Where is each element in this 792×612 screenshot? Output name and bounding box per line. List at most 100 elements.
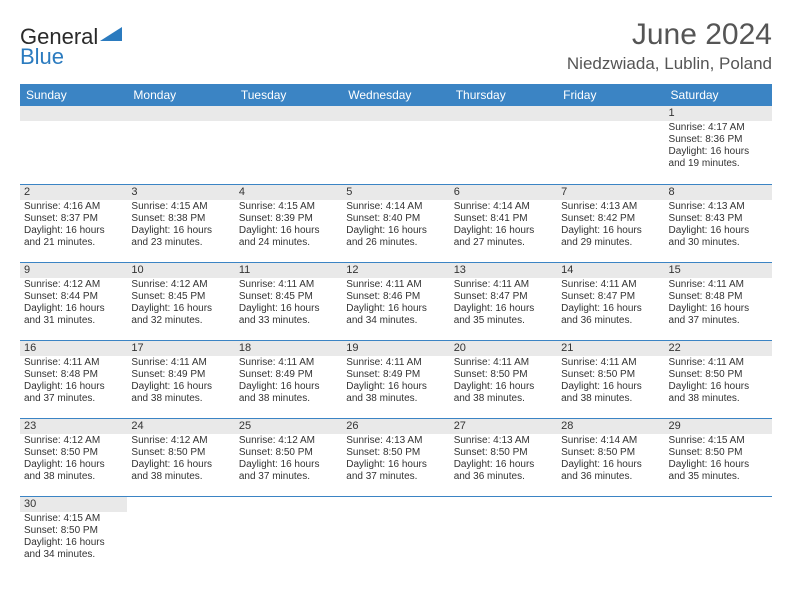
weekday-header: Tuesday	[235, 84, 342, 106]
day-number-bar: 7	[557, 185, 664, 200]
day-detail-line: Sunset: 8:50 PM	[24, 447, 123, 459]
day-detail-line: Sunset: 8:47 PM	[561, 291, 660, 303]
day-detail-line: Sunset: 8:50 PM	[561, 369, 660, 381]
day-detail-line: Daylight: 16 hours	[131, 225, 230, 237]
day-detail-line: Daylight: 16 hours	[239, 381, 338, 393]
calendar-day-cell: 17Sunrise: 4:11 AMSunset: 8:49 PMDayligh…	[127, 340, 234, 418]
day-detail-line: Sunset: 8:50 PM	[239, 447, 338, 459]
day-detail-line: Daylight: 16 hours	[454, 303, 553, 315]
day-details: Sunrise: 4:12 AMSunset: 8:50 PMDaylight:…	[127, 434, 234, 486]
day-number-bar: 17	[127, 341, 234, 356]
calendar-day-cell	[127, 496, 234, 574]
day-details: Sunrise: 4:16 AMSunset: 8:37 PMDaylight:…	[20, 200, 127, 252]
calendar-day-cell: 6Sunrise: 4:14 AMSunset: 8:41 PMDaylight…	[450, 184, 557, 262]
day-detail-line: Sunset: 8:42 PM	[561, 213, 660, 225]
calendar-day-cell	[342, 496, 449, 574]
day-number-bar: 27	[450, 419, 557, 434]
day-details: Sunrise: 4:13 AMSunset: 8:43 PMDaylight:…	[665, 200, 772, 252]
calendar-day-cell: 7Sunrise: 4:13 AMSunset: 8:42 PMDaylight…	[557, 184, 664, 262]
calendar-day-cell	[557, 496, 664, 574]
calendar-week-row: 16Sunrise: 4:11 AMSunset: 8:48 PMDayligh…	[20, 340, 772, 418]
calendar-day-cell: 5Sunrise: 4:14 AMSunset: 8:40 PMDaylight…	[342, 184, 449, 262]
day-detail-line: and 32 minutes.	[131, 315, 230, 327]
calendar-day-cell	[557, 106, 664, 184]
day-detail-line: Daylight: 16 hours	[346, 459, 445, 471]
day-detail-line: Sunrise: 4:13 AM	[561, 201, 660, 213]
day-number-bar: 18	[235, 341, 342, 356]
day-number-bar: 9	[20, 263, 127, 278]
day-detail-line: Sunrise: 4:14 AM	[561, 435, 660, 447]
day-details: Sunrise: 4:11 AMSunset: 8:46 PMDaylight:…	[342, 278, 449, 330]
weekday-header: Monday	[127, 84, 234, 106]
calendar-week-row: 30Sunrise: 4:15 AMSunset: 8:50 PMDayligh…	[20, 496, 772, 574]
day-detail-line: Sunrise: 4:11 AM	[346, 279, 445, 291]
day-details: Sunrise: 4:11 AMSunset: 8:49 PMDaylight:…	[342, 356, 449, 408]
day-number-bar: 29	[665, 419, 772, 434]
day-details: Sunrise: 4:11 AMSunset: 8:47 PMDaylight:…	[450, 278, 557, 330]
day-detail-line: Sunset: 8:36 PM	[669, 134, 768, 146]
day-detail-line: Daylight: 16 hours	[454, 225, 553, 237]
day-number-bar: 26	[342, 419, 449, 434]
day-detail-line: Daylight: 16 hours	[561, 303, 660, 315]
day-detail-line: Sunrise: 4:15 AM	[131, 201, 230, 213]
day-detail-line: Sunset: 8:41 PM	[454, 213, 553, 225]
calendar-day-cell: 11Sunrise: 4:11 AMSunset: 8:45 PMDayligh…	[235, 262, 342, 340]
day-detail-line: Sunset: 8:46 PM	[346, 291, 445, 303]
calendar-day-cell: 12Sunrise: 4:11 AMSunset: 8:46 PMDayligh…	[342, 262, 449, 340]
day-detail-line: Sunset: 8:50 PM	[561, 447, 660, 459]
day-detail-line: and 30 minutes.	[669, 237, 768, 249]
day-details: Sunrise: 4:15 AMSunset: 8:39 PMDaylight:…	[235, 200, 342, 252]
day-details: Sunrise: 4:11 AMSunset: 8:48 PMDaylight:…	[20, 356, 127, 408]
day-detail-line: Sunrise: 4:13 AM	[669, 201, 768, 213]
brand-triangle-icon	[100, 25, 122, 41]
weekday-header-row: Sunday Monday Tuesday Wednesday Thursday…	[20, 84, 772, 106]
day-detail-line: Daylight: 16 hours	[239, 459, 338, 471]
day-detail-line: Sunset: 8:49 PM	[131, 369, 230, 381]
calendar-day-cell: 23Sunrise: 4:12 AMSunset: 8:50 PMDayligh…	[20, 418, 127, 496]
day-detail-line: Sunrise: 4:15 AM	[669, 435, 768, 447]
day-detail-line: Daylight: 16 hours	[239, 225, 338, 237]
calendar-day-cell: 28Sunrise: 4:14 AMSunset: 8:50 PMDayligh…	[557, 418, 664, 496]
day-details: Sunrise: 4:11 AMSunset: 8:50 PMDaylight:…	[665, 356, 772, 408]
day-details: Sunrise: 4:13 AMSunset: 8:50 PMDaylight:…	[450, 434, 557, 486]
day-details: Sunrise: 4:15 AMSunset: 8:50 PMDaylight:…	[665, 434, 772, 486]
day-detail-line: Daylight: 16 hours	[561, 459, 660, 471]
day-detail-line: Sunrise: 4:12 AM	[24, 279, 123, 291]
day-detail-line: Sunrise: 4:11 AM	[131, 357, 230, 369]
day-detail-line: Daylight: 16 hours	[561, 381, 660, 393]
day-details: Sunrise: 4:14 AMSunset: 8:50 PMDaylight:…	[557, 434, 664, 486]
day-detail-line: Daylight: 16 hours	[669, 146, 768, 158]
day-detail-line: Sunrise: 4:16 AM	[24, 201, 123, 213]
day-number-bar	[342, 106, 449, 121]
day-detail-line: and 36 minutes.	[454, 471, 553, 483]
day-detail-line: Sunset: 8:47 PM	[454, 291, 553, 303]
day-details: Sunrise: 4:11 AMSunset: 8:48 PMDaylight:…	[665, 278, 772, 330]
calendar-table: Sunday Monday Tuesday Wednesday Thursday…	[20, 84, 772, 574]
brand-part2: Blue	[20, 44, 64, 70]
day-detail-line: Sunset: 8:43 PM	[669, 213, 768, 225]
day-number-bar: 19	[342, 341, 449, 356]
day-detail-line: and 38 minutes.	[131, 393, 230, 405]
day-detail-line: and 31 minutes.	[24, 315, 123, 327]
day-number-bar: 13	[450, 263, 557, 278]
day-detail-line: Sunset: 8:50 PM	[346, 447, 445, 459]
day-number-bar: 23	[20, 419, 127, 434]
calendar-day-cell: 3Sunrise: 4:15 AMSunset: 8:38 PMDaylight…	[127, 184, 234, 262]
day-detail-line: Sunset: 8:38 PM	[131, 213, 230, 225]
day-number-bar	[450, 106, 557, 121]
calendar-day-cell: 25Sunrise: 4:12 AMSunset: 8:50 PMDayligh…	[235, 418, 342, 496]
day-detail-line: Sunrise: 4:11 AM	[669, 357, 768, 369]
day-detail-line: Sunset: 8:40 PM	[346, 213, 445, 225]
calendar-day-cell: 29Sunrise: 4:15 AMSunset: 8:50 PMDayligh…	[665, 418, 772, 496]
day-detail-line: Sunrise: 4:11 AM	[239, 357, 338, 369]
calendar-day-cell: 27Sunrise: 4:13 AMSunset: 8:50 PMDayligh…	[450, 418, 557, 496]
day-detail-line: Sunset: 8:48 PM	[24, 369, 123, 381]
day-detail-line: Sunset: 8:49 PM	[346, 369, 445, 381]
day-number-bar: 15	[665, 263, 772, 278]
day-number-bar: 3	[127, 185, 234, 200]
calendar-day-cell: 4Sunrise: 4:15 AMSunset: 8:39 PMDaylight…	[235, 184, 342, 262]
day-number-bar: 6	[450, 185, 557, 200]
day-detail-line: Sunrise: 4:12 AM	[24, 435, 123, 447]
day-detail-line: and 24 minutes.	[239, 237, 338, 249]
title-block: June 2024 Niedzwiada, Lublin, Poland	[567, 18, 772, 74]
